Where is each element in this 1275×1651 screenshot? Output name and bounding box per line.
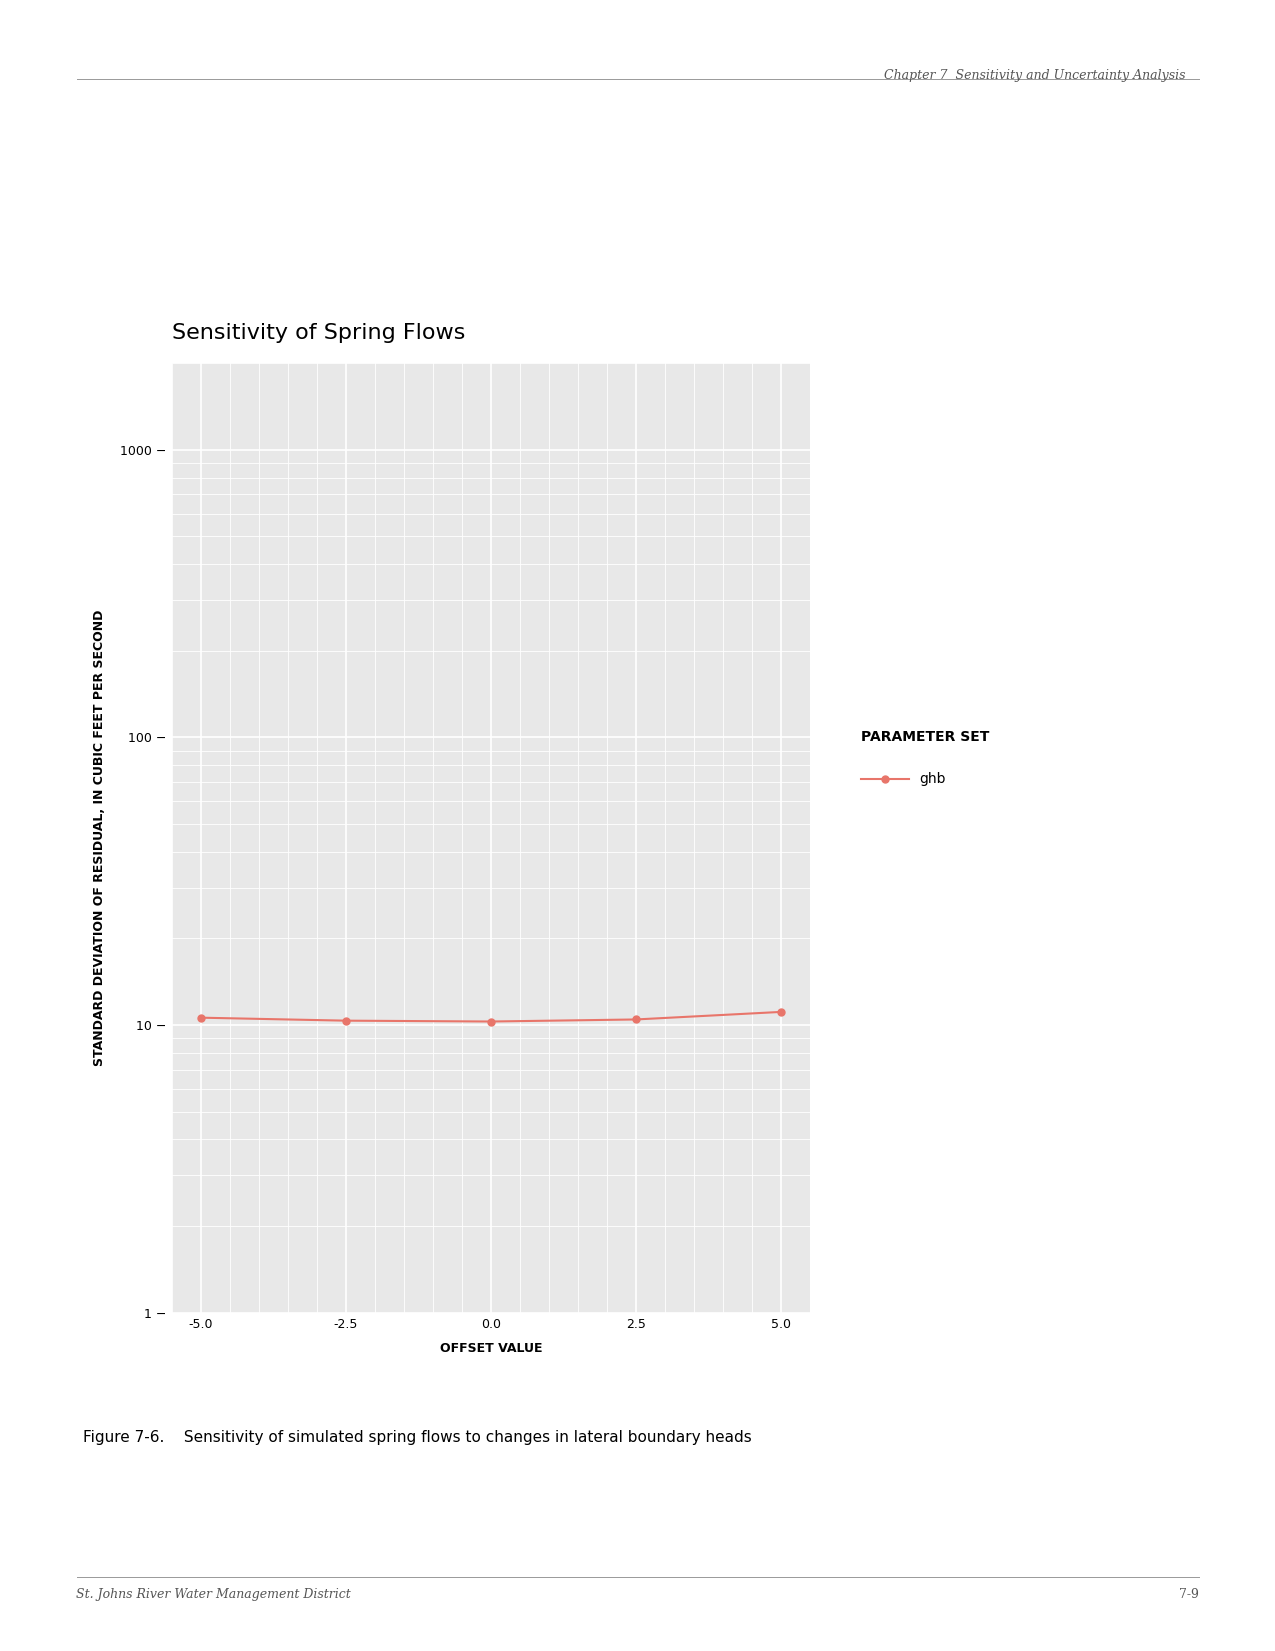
Text: 7-9: 7-9 — [1178, 1588, 1198, 1601]
Text: Figure 7-6.    Sensitivity of simulated spring flows to changes in lateral bound: Figure 7-6. Sensitivity of simulated spr… — [83, 1430, 752, 1445]
Text: Chapter 7  Sensitivity and Uncertainty Analysis: Chapter 7 Sensitivity and Uncertainty An… — [885, 69, 1186, 83]
X-axis label: OFFSET VALUE: OFFSET VALUE — [440, 1342, 542, 1355]
Y-axis label: STANDARD DEVIATION OF RESIDUAL, IN CUBIC FEET PER SECOND: STANDARD DEVIATION OF RESIDUAL, IN CUBIC… — [93, 609, 106, 1067]
Text: ghb: ghb — [919, 773, 946, 786]
Text: Sensitivity of Spring Flows: Sensitivity of Spring Flows — [172, 324, 465, 343]
Text: St. Johns River Water Management District: St. Johns River Water Management Distric… — [76, 1588, 351, 1601]
Text: PARAMETER SET: PARAMETER SET — [861, 730, 989, 745]
